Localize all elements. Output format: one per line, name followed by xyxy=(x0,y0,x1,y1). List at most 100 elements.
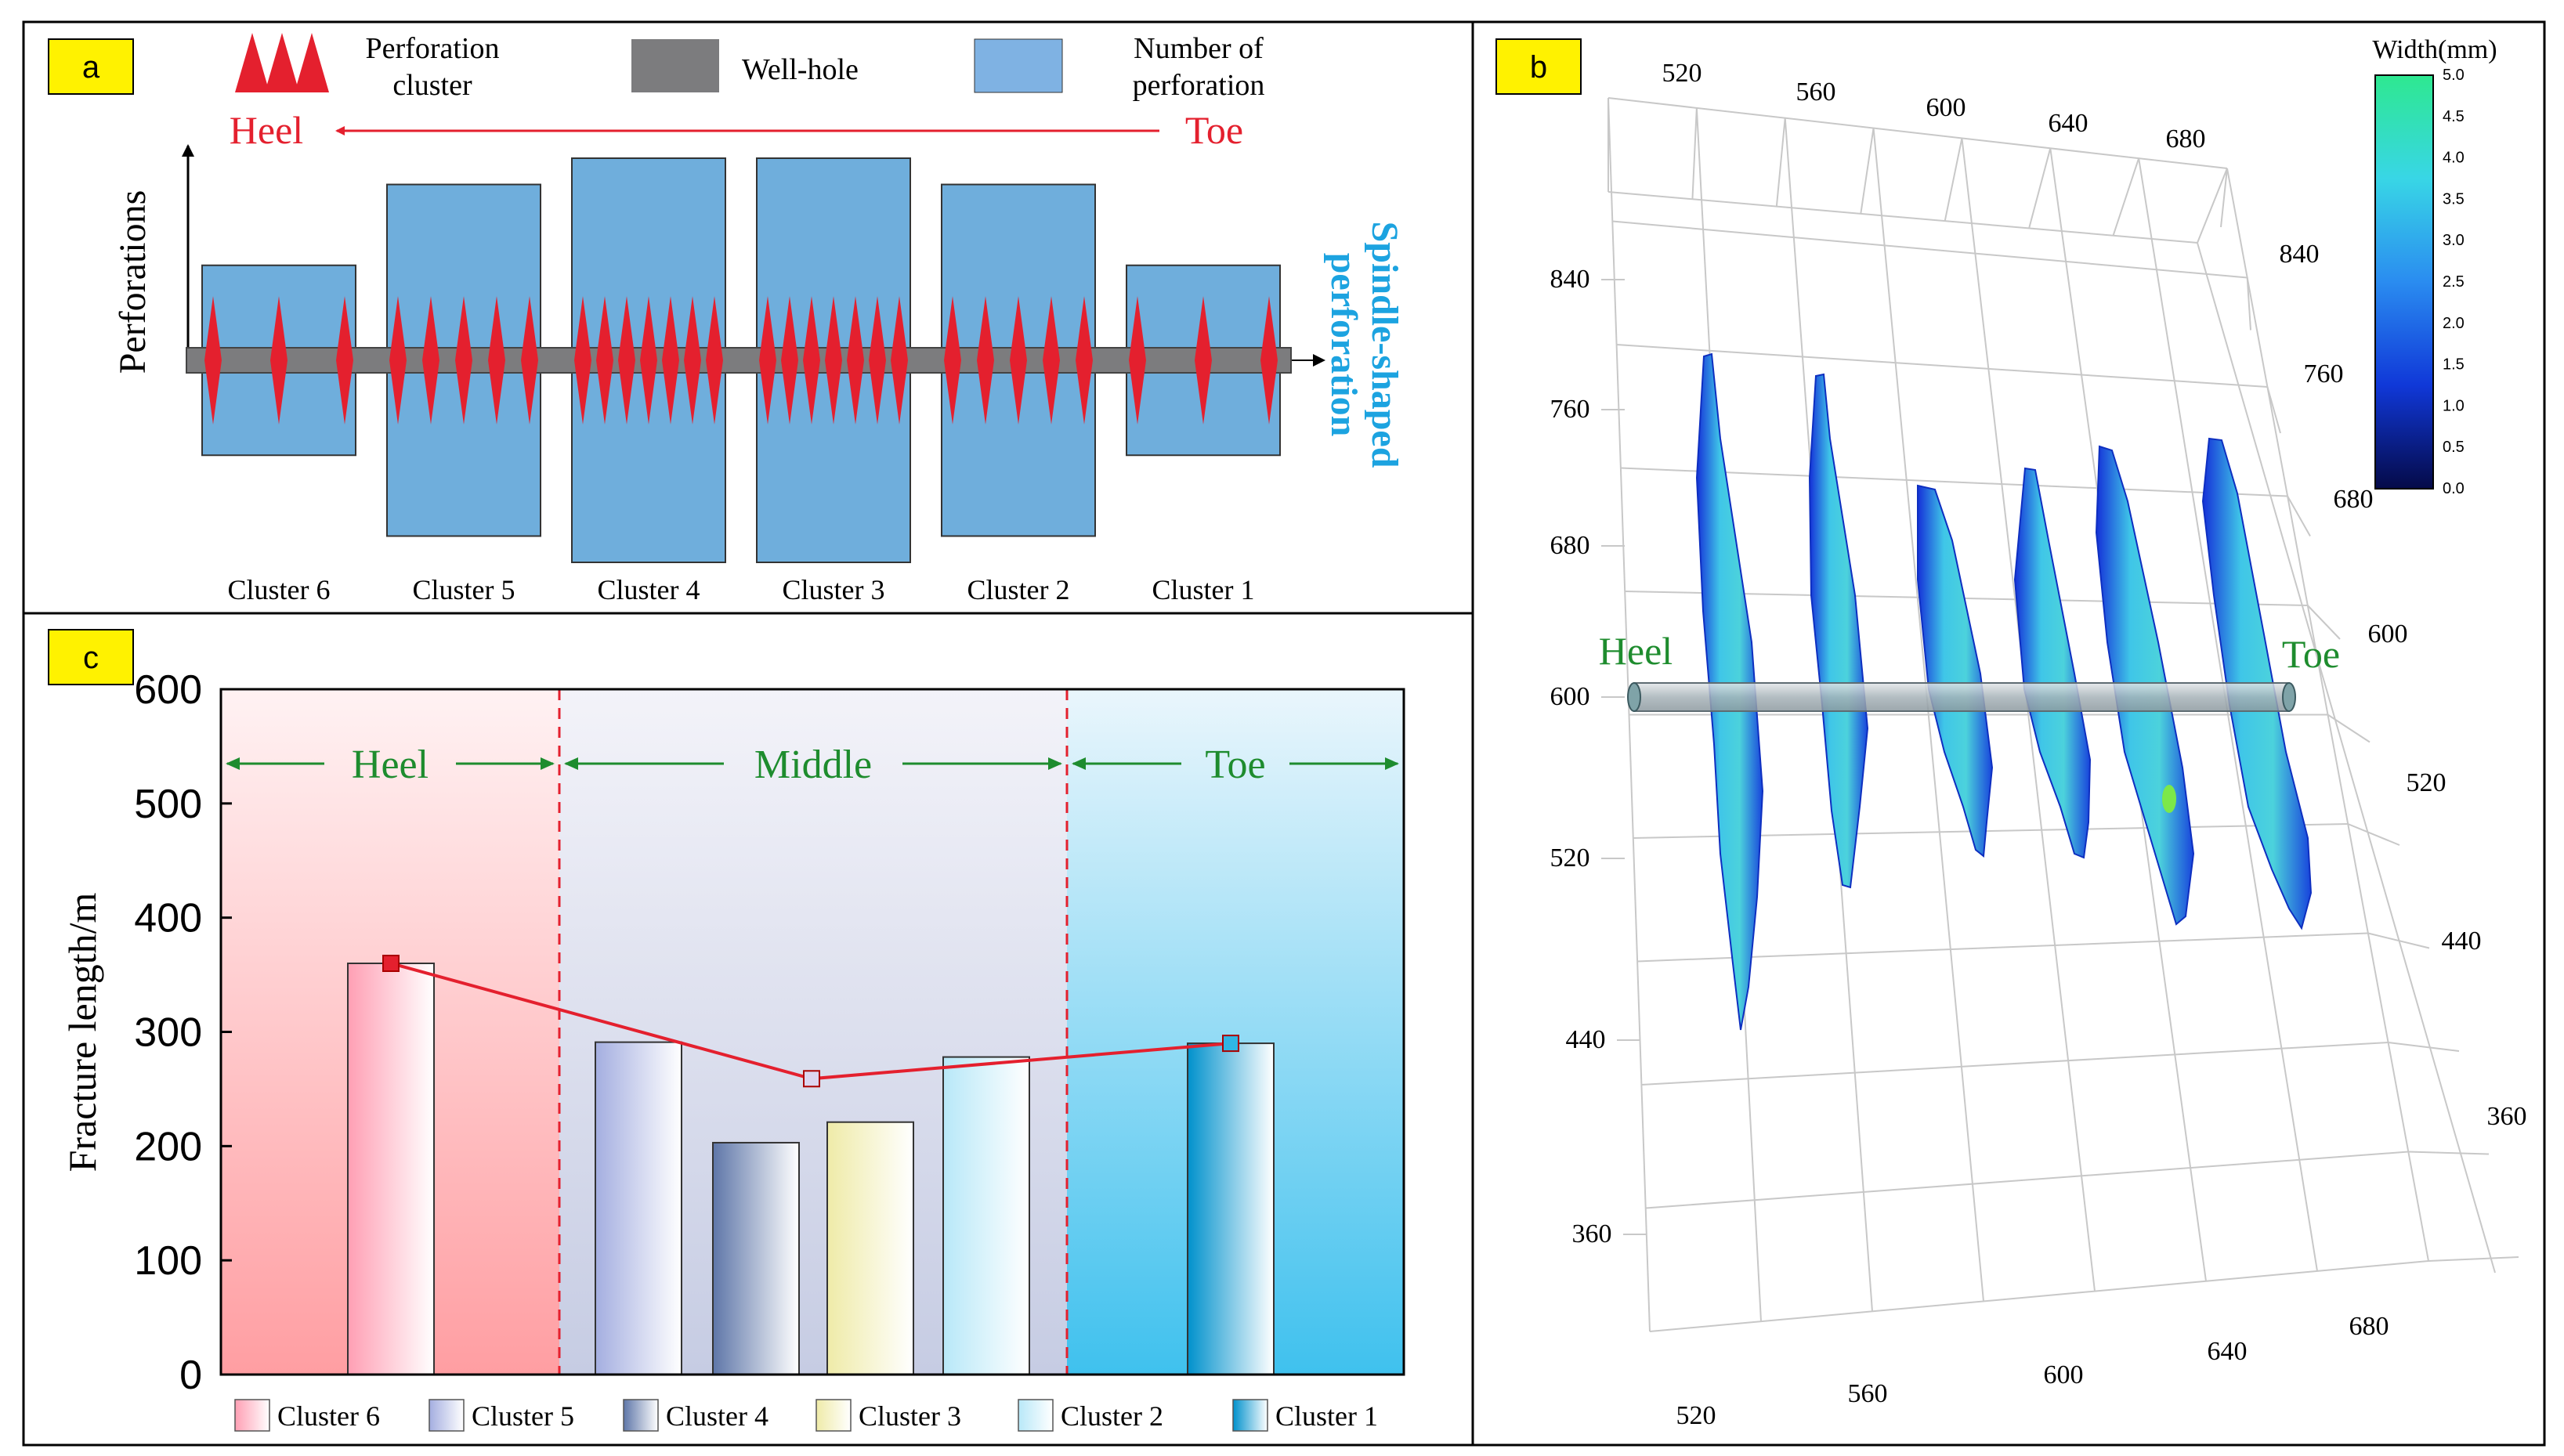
panel-a-label: a xyxy=(82,50,100,85)
y-tick-label: 0 xyxy=(179,1353,202,1398)
colorbar-tick: 1.5 xyxy=(2443,356,2465,374)
grid-line xyxy=(1607,97,2228,169)
perforation-spike xyxy=(521,296,538,425)
perforation-spike xyxy=(596,296,613,425)
panel-b-heel-label: Heel xyxy=(1599,629,1673,673)
perforation-spike xyxy=(977,296,994,425)
bars xyxy=(347,963,1275,1376)
grid-line xyxy=(2197,242,2496,1274)
grid-line xyxy=(1641,1042,2389,1086)
grid-line xyxy=(1944,138,1963,222)
cluster-labels: Cluster 6 Cluster 5 Cluster 4 Cluster 3 Clus… xyxy=(228,574,1255,605)
colorbar-tick: 1.0 xyxy=(2443,397,2465,414)
perforation-cluster-icon xyxy=(235,33,329,92)
grid-line xyxy=(2028,148,2052,229)
number-of-perforation-icon xyxy=(974,38,1063,93)
grid-line xyxy=(1860,128,1875,215)
fracture-4 xyxy=(2013,467,2092,859)
bar-cluster-4 xyxy=(712,1141,800,1376)
right-y-tick: 760 xyxy=(2304,359,2344,388)
y-tick-label: 200 xyxy=(134,1124,202,1169)
group-label-heel: Heel xyxy=(352,742,429,787)
fracture-3 xyxy=(1917,484,1994,858)
grid-line xyxy=(2388,1042,2460,1052)
panel-c-label: c xyxy=(83,641,99,675)
figure-frame xyxy=(22,20,2546,1447)
right-y-tick: 440 xyxy=(2442,927,2482,956)
grid-line xyxy=(1612,220,2248,279)
perforation-spike xyxy=(803,296,820,425)
grid-line xyxy=(1607,191,2198,244)
legend-perforation-cluster: Perforation cluster xyxy=(235,32,499,102)
grid-line xyxy=(2287,496,2311,537)
y-tick-label: 100 xyxy=(134,1238,202,1284)
bottom-x-tick: 600 xyxy=(2044,1360,2084,1389)
legend-label-cluster-5: Cluster 5 xyxy=(472,1400,574,1432)
cluster-label-3: Cluster 3 xyxy=(783,574,885,605)
right-y-tick: 600 xyxy=(2368,620,2408,649)
fracture-2 xyxy=(1808,373,1869,889)
colorbar-tick: 3.5 xyxy=(2443,190,2465,208)
grid-line xyxy=(2347,823,2400,846)
perforation-spike xyxy=(781,296,798,425)
grid-line xyxy=(2408,1151,2490,1155)
y-tick-label: 500 xyxy=(134,782,202,827)
chart-legend: Cluster 6 Cluster 5 Cluster 4 Cluster 3 Clus… xyxy=(234,1399,1378,1432)
colorbar: Width(mm) 5.0 4.5 4.0 3.5 3.0 2.5 2.0 1.5 1.0 0.5… xyxy=(2372,35,2497,497)
panel-a-toe-label: Toe xyxy=(1185,108,1243,152)
perforation-spike xyxy=(759,296,776,425)
perforation-spike xyxy=(574,296,591,425)
perforation-spike xyxy=(455,296,472,425)
perforation-spike xyxy=(389,296,407,425)
average-line-series xyxy=(382,955,1239,1088)
perforation-spike xyxy=(270,296,288,425)
left-z-tick: 760 xyxy=(1550,395,1590,424)
legend-swatch-cluster-4 xyxy=(623,1399,659,1432)
grid-line xyxy=(2197,168,2228,244)
y-tick-label: 600 xyxy=(134,667,202,713)
legend-label-cluster-1: Cluster 1 xyxy=(1275,1400,1378,1432)
bar-cluster-5 xyxy=(595,1041,682,1375)
perforation-spike xyxy=(706,296,723,425)
wellbore-toe-end xyxy=(2282,682,2296,712)
grid-line xyxy=(2266,386,2281,434)
cluster-label-5: Cluster 5 xyxy=(413,574,515,605)
wellbore-heel-end xyxy=(1627,682,1641,712)
group-label-middle: Middle xyxy=(754,742,872,787)
perforation-spike xyxy=(891,296,908,425)
legend-swatch-cluster-6 xyxy=(234,1399,270,1432)
top-x-tick: 520 xyxy=(1662,59,1702,88)
panel-b: 520 560 600 640 680 520 560 600 640 680 840 760 680 6… xyxy=(1495,35,2527,1430)
grid-line xyxy=(2112,157,2140,237)
colorbar-tick: 3.0 xyxy=(2443,232,2465,249)
bar-cluster-3 xyxy=(826,1121,914,1376)
left-z-tick: 360 xyxy=(1572,1219,1612,1248)
y-axis-label: Fracture length/m xyxy=(60,892,104,1172)
group-arrows: Heel Middle Toe xyxy=(226,742,1399,787)
grid-line xyxy=(2220,168,2228,228)
perforation-spike xyxy=(869,296,886,425)
perforation-spike xyxy=(1076,296,1093,425)
legend-label-cluster-6: Cluster 6 xyxy=(277,1400,380,1432)
legend-number-of-perforation: Number of perforation xyxy=(974,32,1264,102)
perforation-spike xyxy=(336,296,353,425)
well-hole-pipe xyxy=(186,347,1292,374)
perforation-spike xyxy=(944,296,961,425)
colorbar-tick: 4.5 xyxy=(2443,108,2465,125)
grid-line xyxy=(1620,467,2288,497)
cluster-label-6: Cluster 6 xyxy=(228,574,331,605)
perforations-axis-label: Perforations xyxy=(112,190,154,374)
panel-b-label: b xyxy=(1530,50,1547,85)
legend-swatch-cluster-5 xyxy=(429,1399,465,1432)
perforation-spike xyxy=(1129,296,1146,425)
legend-well-hole: Well-hole xyxy=(631,39,859,92)
line-point-toe xyxy=(1222,1035,1239,1053)
cluster-label-2: Cluster 2 xyxy=(967,574,1070,605)
bottom-x-tick: 640 xyxy=(2208,1337,2248,1366)
grid-line xyxy=(1645,1151,2409,1209)
colorbar-tick: 4.0 xyxy=(2443,150,2465,167)
perforation-spike xyxy=(825,296,842,425)
cluster-label-4: Cluster 4 xyxy=(598,574,700,605)
left-z-tick: 520 xyxy=(1550,844,1590,873)
panel-a-label-box xyxy=(48,38,134,95)
